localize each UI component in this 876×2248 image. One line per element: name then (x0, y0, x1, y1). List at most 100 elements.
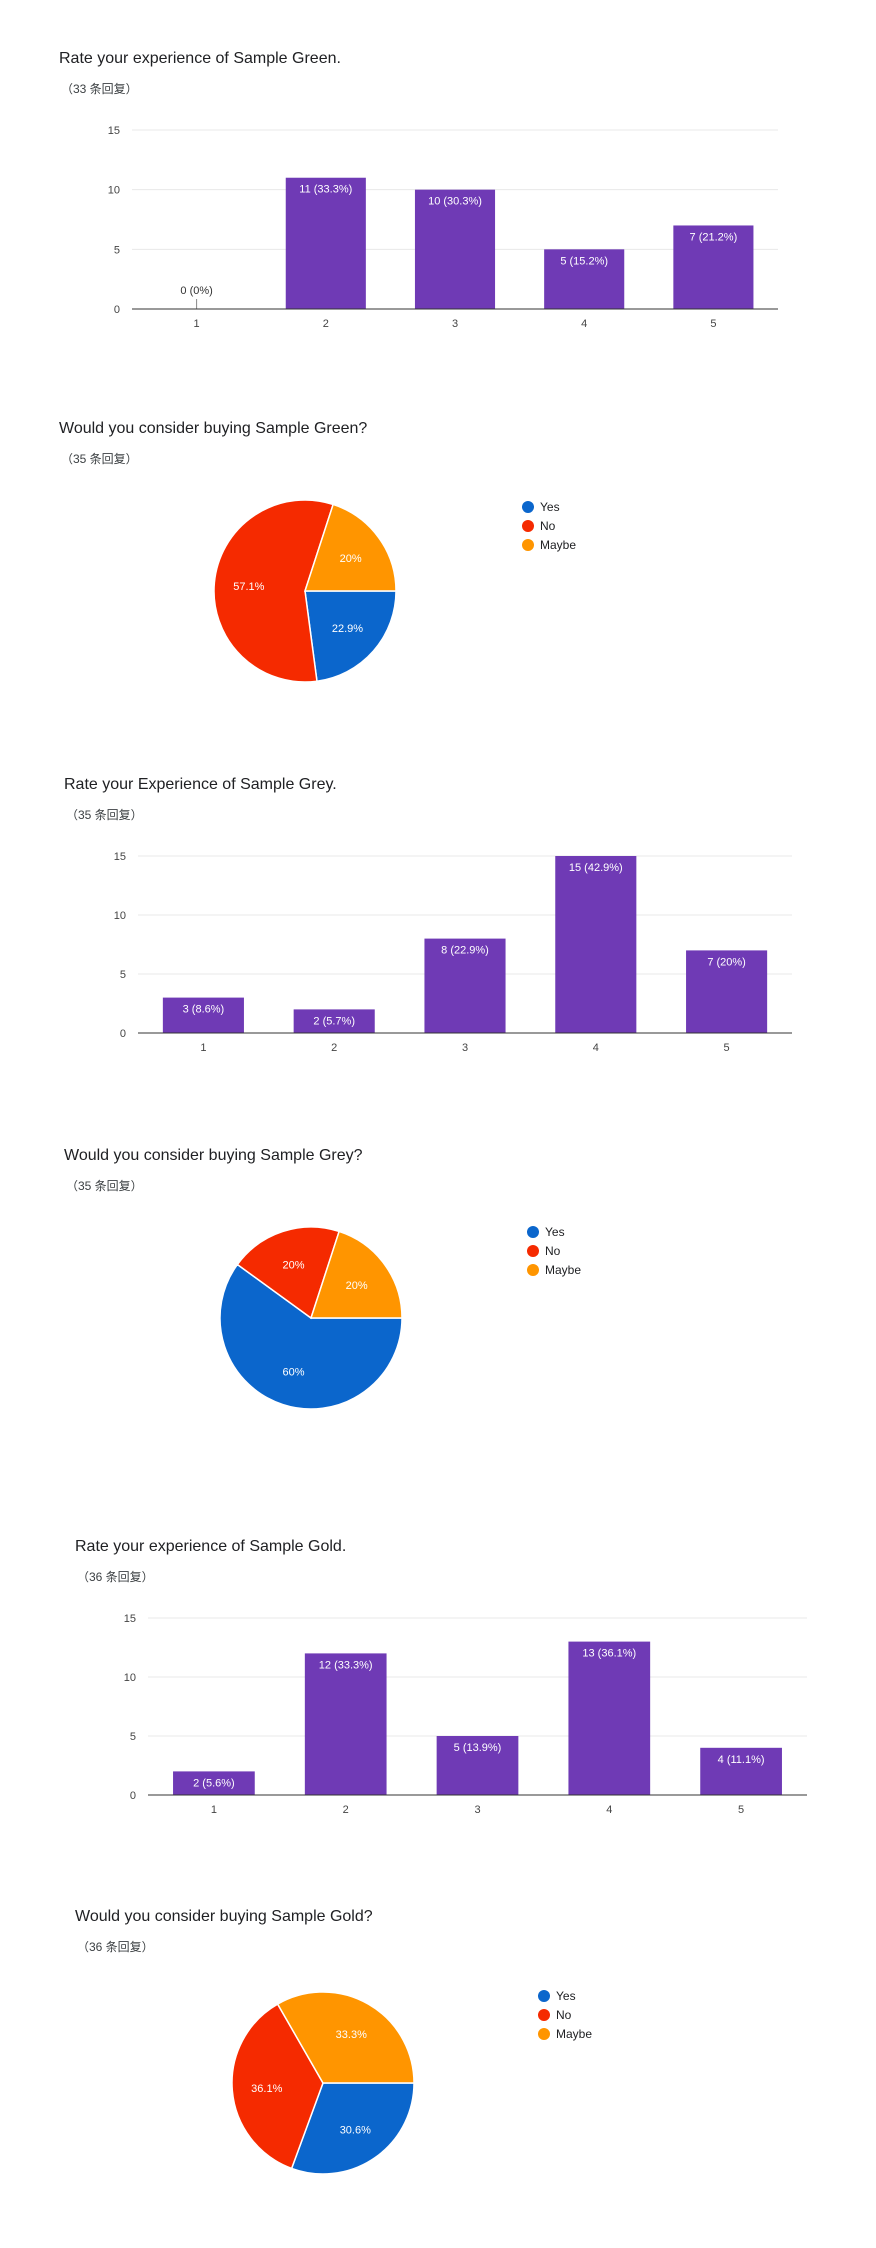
bar-chart-green: 0 5 10 15 0 (0%) 1 11 (33.3%) 2 10 (30.3%) 3 5 (15… (108, 125, 778, 330)
legend-label: No (545, 1243, 561, 1258)
slice-label: 20% (283, 1259, 305, 1271)
x-tick-label: 1 (200, 1042, 206, 1054)
legend-dot-yes (538, 1989, 550, 2002)
legend-dot-no (527, 1244, 539, 1257)
y-tick-label: 5 (130, 1731, 136, 1743)
bar-chart-gold: 0 5 10 15 2 (5.6%) 1 12 (33.3%) 2 5 (13.9%) 3 13 (… (124, 1613, 807, 1816)
question-title: Would you consider buying Sample Gold? (75, 1908, 373, 1925)
y-tick-label: 15 (114, 851, 126, 863)
bar (700, 1747, 782, 1795)
question-title: Rate your experience of Sample Gold. (75, 1538, 347, 1555)
bar (544, 249, 625, 309)
y-tick-label: 10 (124, 1672, 136, 1684)
legend-dot-no (522, 519, 534, 532)
y-tick-label: 0 (130, 1790, 136, 1802)
legend-dot-yes (527, 1225, 539, 1238)
x-tick-label: 3 (452, 318, 458, 330)
y-tick-label: 0 (120, 1028, 126, 1040)
x-tick-label: 1 (194, 318, 200, 330)
data-label: 5 (13.9%) (454, 1742, 502, 1754)
bar-chart-grey: 0 5 10 15 3 (8.6%) 1 2 (5.7%) 2 8 (22.9%) 3 15 (42… (114, 851, 792, 1054)
data-label: 7 (21.2%) (690, 231, 738, 243)
x-tick-label: 3 (462, 1042, 468, 1054)
pie-slice-yes (290, 2082, 415, 2175)
x-tick-label: 5 (724, 1042, 730, 1054)
data-label: 5 (15.2%) (560, 255, 608, 267)
x-tick-label: 5 (710, 318, 716, 330)
pie-slice-no (236, 1226, 341, 1320)
legend-dot-maybe (527, 1263, 539, 1276)
data-label: 2 (5.6%) (193, 1777, 235, 1789)
x-tick-label: 5 (738, 1804, 744, 1816)
legend: Yes No Maybe (527, 1222, 581, 1279)
pie-slice-yes (219, 1263, 403, 1410)
legend: Yes No Maybe (522, 497, 576, 554)
y-tick-label: 15 (124, 1613, 136, 1625)
legend-dot-yes (522, 500, 534, 513)
data-label: 8 (22.9%) (441, 945, 489, 957)
legend-dot-maybe (538, 2027, 550, 2040)
bar (293, 1009, 375, 1033)
legend-item-no: No (527, 1241, 581, 1260)
response-count: （36 条回复） (77, 1940, 154, 1954)
response-count: （35 条回复） (66, 1179, 143, 1193)
response-count: （33 条回复） (61, 82, 138, 96)
pie-slice-maybe (276, 1991, 415, 2084)
legend-label: Maybe (545, 1262, 582, 1277)
slice-label: 60% (283, 1367, 305, 1379)
y-tick-label: 5 (114, 244, 120, 256)
bar (304, 1653, 387, 1795)
y-tick-label: 0 (114, 304, 120, 316)
legend-item-yes: Yes (538, 1986, 592, 2005)
question-title: Rate your Experience of Sample Grey. (64, 776, 337, 793)
pie-chart-green: 22.9% 57.1% 20% (213, 499, 397, 683)
legend-dot-no (538, 2008, 550, 2021)
bar (173, 1771, 255, 1795)
legend-item-no: No (538, 2005, 592, 2024)
bar (436, 1736, 519, 1795)
legend-dot-maybe (522, 538, 534, 551)
legend-label: Maybe (540, 537, 577, 552)
slice-label: 57.1% (233, 581, 264, 593)
y-tick-label: 5 (120, 969, 126, 981)
response-count: （36 条回复） (77, 1570, 154, 1584)
x-tick-label: 4 (581, 318, 587, 330)
legend-label: No (540, 518, 556, 533)
pie-slice-no (231, 2003, 324, 2170)
legend-item-no: No (522, 516, 576, 535)
slice-label: 36.1% (251, 2083, 282, 2095)
data-label: 7 (20%) (707, 956, 746, 968)
legend-label: No (556, 2007, 572, 2022)
x-tick-label: 4 (606, 1804, 612, 1816)
slice-label: 20% (340, 553, 362, 565)
x-tick-label: 1 (211, 1804, 217, 1816)
data-label: 10 (30.3%) (428, 196, 482, 208)
data-label: 4 (11.1%) (718, 1754, 765, 1766)
x-tick-label: 2 (331, 1042, 337, 1054)
data-label: 12 (33.3%) (319, 1659, 373, 1671)
response-count: （35 条回复） (61, 452, 138, 466)
legend-item-yes: Yes (527, 1222, 581, 1241)
legend: Yes No Maybe (538, 1986, 592, 2043)
question-title: Rate your experience of Sample Green. (59, 50, 341, 67)
legend-label: Yes (545, 1224, 565, 1239)
pie-slice-no (213, 499, 335, 683)
data-label: 15 (42.9%) (569, 862, 623, 874)
bar (686, 950, 768, 1033)
x-tick-label: 4 (593, 1042, 599, 1054)
y-tick-label: 10 (108, 185, 120, 197)
data-label: 13 (36.1%) (582, 1648, 636, 1660)
pie-slice-yes (304, 590, 397, 683)
bar (673, 225, 754, 309)
bar (555, 856, 637, 1033)
bar (414, 189, 496, 309)
pie-chart-grey: 60% 20% 20% (219, 1226, 403, 1410)
slice-label: 30.6% (340, 2124, 371, 2136)
legend-item-maybe: Maybe (538, 2024, 592, 2043)
legend-item-maybe: Maybe (522, 535, 576, 554)
pie-chart-gold: 30.6% 36.1% 33.3% (231, 1991, 415, 2175)
legend-item-maybe: Maybe (527, 1260, 581, 1279)
bar (424, 938, 506, 1033)
legend-label: Yes (556, 1988, 576, 2003)
legend-item-yes: Yes (522, 497, 576, 516)
